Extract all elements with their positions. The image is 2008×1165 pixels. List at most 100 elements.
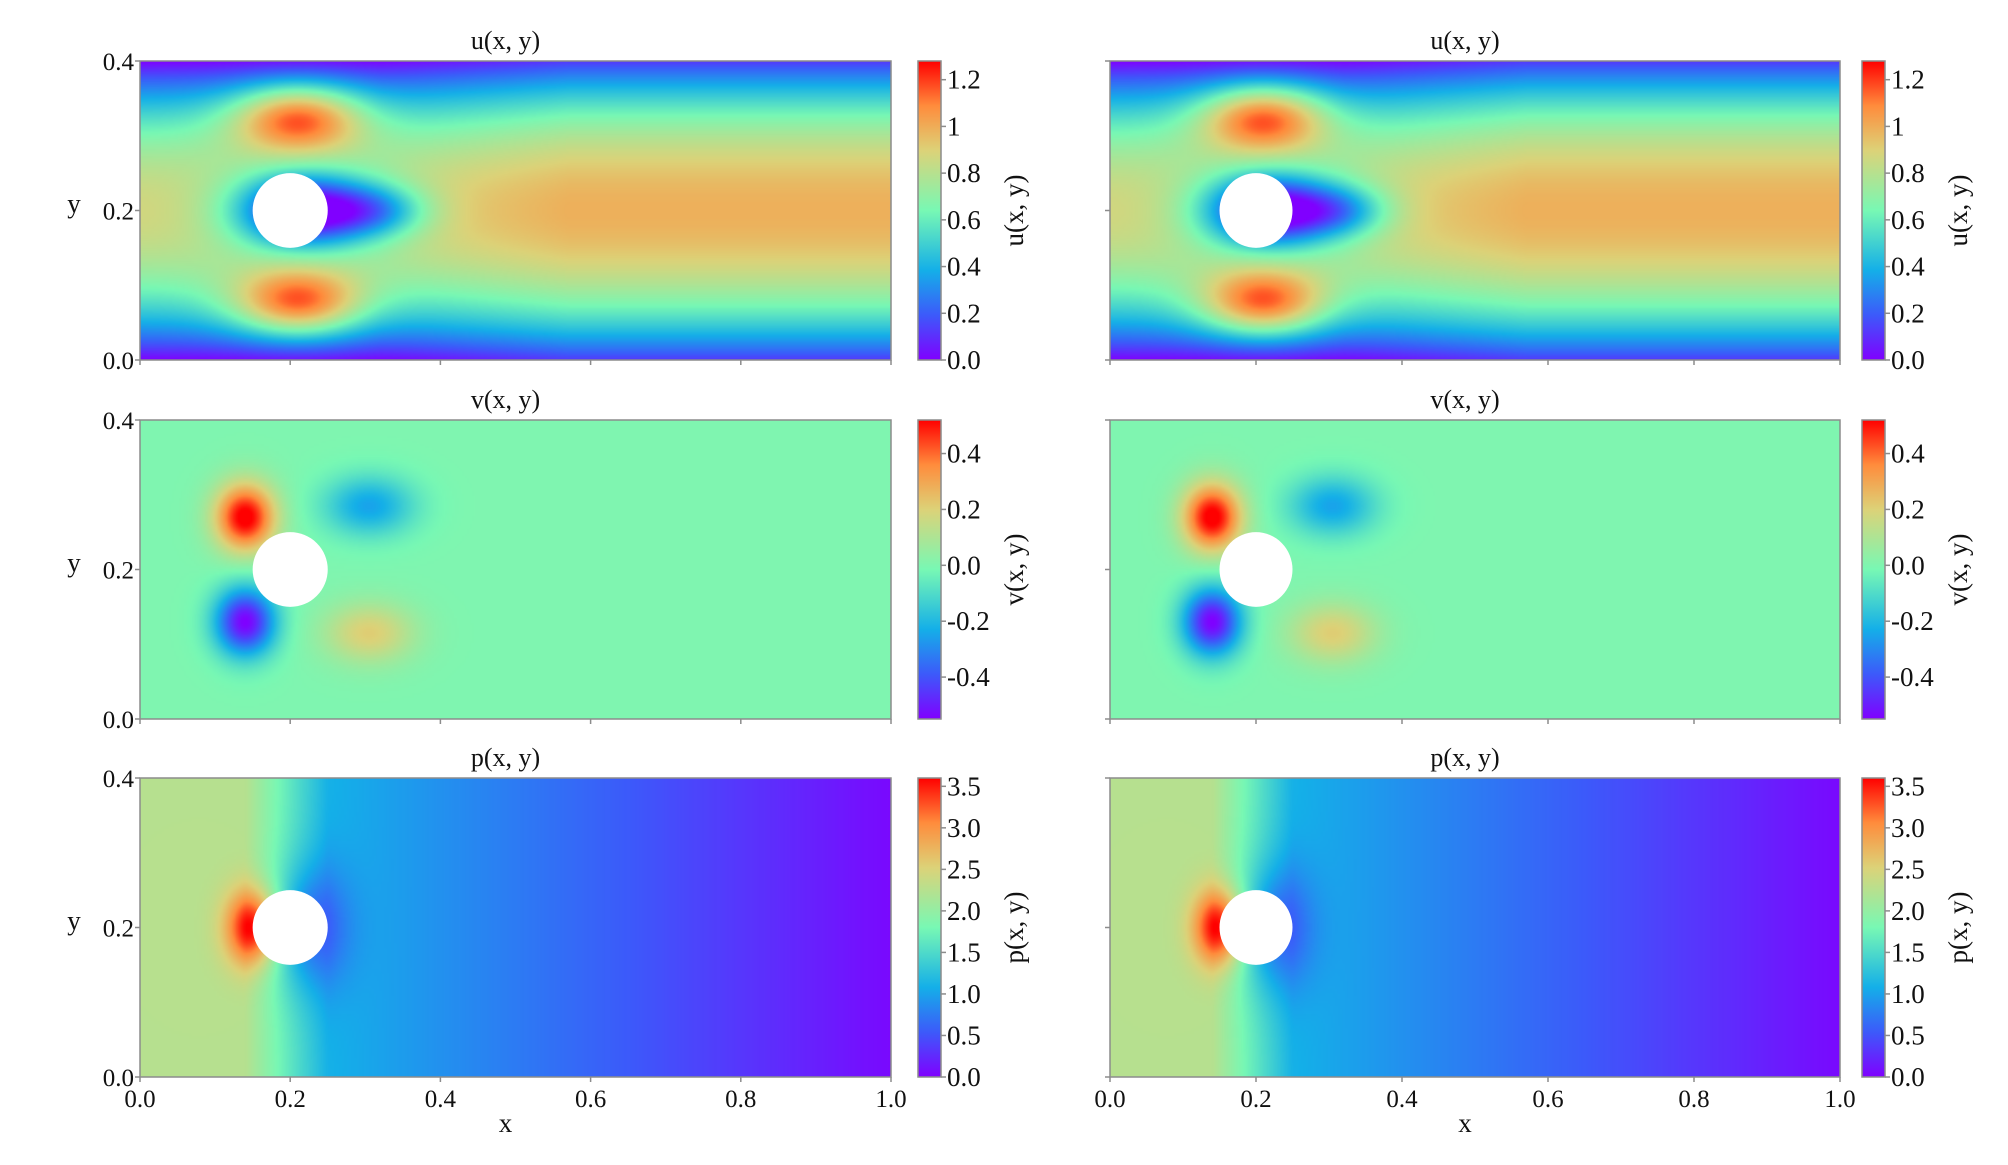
x-axis-label: x [499, 1108, 513, 1138]
x-tick-label: 0.8 [1678, 1086, 1709, 1113]
colorbar-tick-label: 0.0 [947, 550, 981, 580]
panel-title: p(x, y) [471, 743, 540, 772]
colorbar-tick-label: 0.0 [947, 1062, 981, 1092]
y-tick-label: 0.0 [103, 707, 134, 734]
x-tick-label: 0.2 [1240, 1086, 1271, 1113]
x-tick-label: 0.0 [1094, 1086, 1125, 1113]
colorbar-tick-label: -0.4 [947, 662, 990, 692]
panel-left-bottom: p(x, y) 0.0 0.2 0.4 0.6 0.8 1.0 0.0 0.2 0.4 y x 0.0 0… [67, 743, 1029, 1138]
colorbar-tick-label: 0.6 [947, 205, 981, 235]
y-tick-label: 0.0 [103, 348, 134, 375]
panel-left-top: u(x, y) 0.0 0.2 0.4 y 0.0 0.2 0.4 0.6 0.8 1 1.2 u(x,… [67, 26, 1029, 375]
x-tick-label: 1.0 [1824, 1086, 1855, 1113]
colorbar [1862, 778, 1885, 1077]
colorbar-tick-label: 2.5 [1891, 854, 1925, 884]
colorbar-tick-label: 3.5 [947, 771, 981, 801]
colorbar-tick-label: 2.0 [947, 896, 981, 926]
colorbar-label: u(x, y) [1943, 175, 1973, 247]
colorbar-label: p(x, y) [1943, 892, 1973, 964]
colorbar [918, 420, 941, 719]
colorbar-tick-label: 0.2 [947, 298, 981, 328]
field-heatmap-left-top [140, 61, 891, 360]
colorbar-label: p(x, y) [999, 892, 1029, 964]
colorbar-tick-label: 0.8 [1891, 158, 1925, 188]
colorbar-tick-label: 0.5 [947, 1020, 981, 1050]
colorbar [918, 778, 941, 1077]
colorbar-tick-label: 0.0 [1891, 550, 1925, 580]
cylinder-obstacle [1219, 532, 1293, 607]
panel-title: v(x, y) [1430, 385, 1499, 414]
colorbar-tick-label: 1.2 [947, 65, 981, 95]
y-axis-label: y [67, 189, 81, 219]
colorbar-frame [1861, 60, 1886, 361]
colorbar-tick-label: 1.5 [1891, 937, 1925, 967]
colorbar-tick-label: -0.4 [1891, 662, 1934, 692]
colorbar-tick-label: -0.2 [947, 606, 990, 636]
colorbar-tick-label: 0.2 [1891, 298, 1925, 328]
panel-title: u(x, y) [1430, 26, 1499, 55]
colorbar-frame [917, 60, 942, 361]
colorbar-tick-label: 3.0 [947, 813, 981, 843]
panel-title: v(x, y) [471, 385, 540, 414]
field-heatmap-left-middle [140, 420, 891, 719]
y-tick-label: 0.0 [103, 1065, 134, 1092]
cylinder-obstacle [1219, 173, 1293, 248]
colorbar-label: v(x, y) [999, 534, 1029, 606]
colorbar-tick-label: 3.0 [1891, 813, 1925, 843]
colorbar-tick-label: 1.5 [947, 937, 981, 967]
colorbar-tick-label: 1.0 [1891, 979, 1925, 1009]
y-tick-label: 0.2 [103, 558, 134, 585]
panel-left-middle: v(x, y) 0.0 0.2 0.4 y -0.4 -0.2 0.0 0.2 0.4 v(x, y… [67, 385, 1029, 734]
x-tick-label: 0.8 [725, 1086, 756, 1113]
cylinder-obstacle [252, 532, 328, 607]
panel-right-top: u(x, y) 0.0 0.2 0.4 0.6 0.8 1 1.2 u(x, y) [1105, 26, 1973, 375]
x-tick-label: 0.2 [275, 1086, 306, 1113]
colorbar-label: u(x, y) [999, 175, 1029, 247]
colorbar-tick-label: 0.8 [947, 158, 981, 188]
colorbar-frame [1861, 777, 1886, 1078]
x-tick-label: 0.6 [1532, 1086, 1563, 1113]
x-axis-label: x [1458, 1108, 1472, 1138]
colorbar-tick-label: 1 [947, 111, 961, 141]
panel-right-bottom: p(x, y) 0.0 0.2 0.4 0.6 0.8 1.0 x 0.0 0.5 1.0 1.5 2.… [1094, 743, 1973, 1138]
x-tick-label: 0.4 [1386, 1086, 1418, 1113]
colorbar-frame [917, 419, 942, 720]
cylinder-obstacle [252, 890, 328, 965]
y-tick-label: 0.4 [103, 49, 135, 76]
colorbar [1862, 61, 1885, 360]
colorbar-tick-label: 0.0 [947, 345, 981, 375]
colorbar-tick-label: 0.4 [947, 252, 981, 282]
x-tick-label: 0.0 [124, 1086, 155, 1113]
y-axis-label: y [67, 906, 81, 936]
colorbar-tick-label: -0.2 [1891, 606, 1934, 636]
y-tick-label: 0.2 [103, 199, 134, 226]
colorbar-tick-label: 0.2 [1891, 494, 1925, 524]
colorbar-tick-label: 2.5 [947, 854, 981, 884]
panel-title: u(x, y) [471, 26, 540, 55]
y-tick-label: 0.2 [103, 916, 134, 943]
cylinder-obstacle [1219, 890, 1293, 965]
panel-title: p(x, y) [1430, 743, 1499, 772]
y-tick-label: 0.4 [103, 408, 135, 435]
colorbar-frame [917, 777, 942, 1078]
colorbar-tick-label: 0.2 [947, 494, 981, 524]
colorbar-frame [1861, 419, 1886, 720]
colorbar [1862, 420, 1885, 719]
cylinder-obstacle [252, 173, 328, 248]
colorbar-tick-label: 0.6 [1891, 205, 1925, 235]
colorbar-tick-label: 1.0 [947, 979, 981, 1009]
colorbar-tick-label: 1 [1891, 111, 1905, 141]
x-tick-label: 0.4 [425, 1086, 457, 1113]
colorbar-tick-label: 0.0 [1891, 345, 1925, 375]
field-heatmap-left-bottom [140, 778, 891, 1077]
y-tick-label: 0.4 [103, 766, 135, 793]
panel-right-middle: v(x, y) -0.4 -0.2 0.0 0.2 0.4 v(x, y) [1105, 385, 1973, 724]
colorbar [918, 61, 941, 360]
colorbar-tick-label: 0.5 [1891, 1020, 1925, 1050]
colorbar-tick-label: 0.4 [1891, 439, 1925, 469]
x-tick-label: 0.6 [575, 1086, 606, 1113]
colorbar-tick-label: 0.4 [1891, 252, 1925, 282]
colorbar-label: v(x, y) [1943, 534, 1973, 606]
colorbar-tick-label: 2.0 [1891, 896, 1925, 926]
